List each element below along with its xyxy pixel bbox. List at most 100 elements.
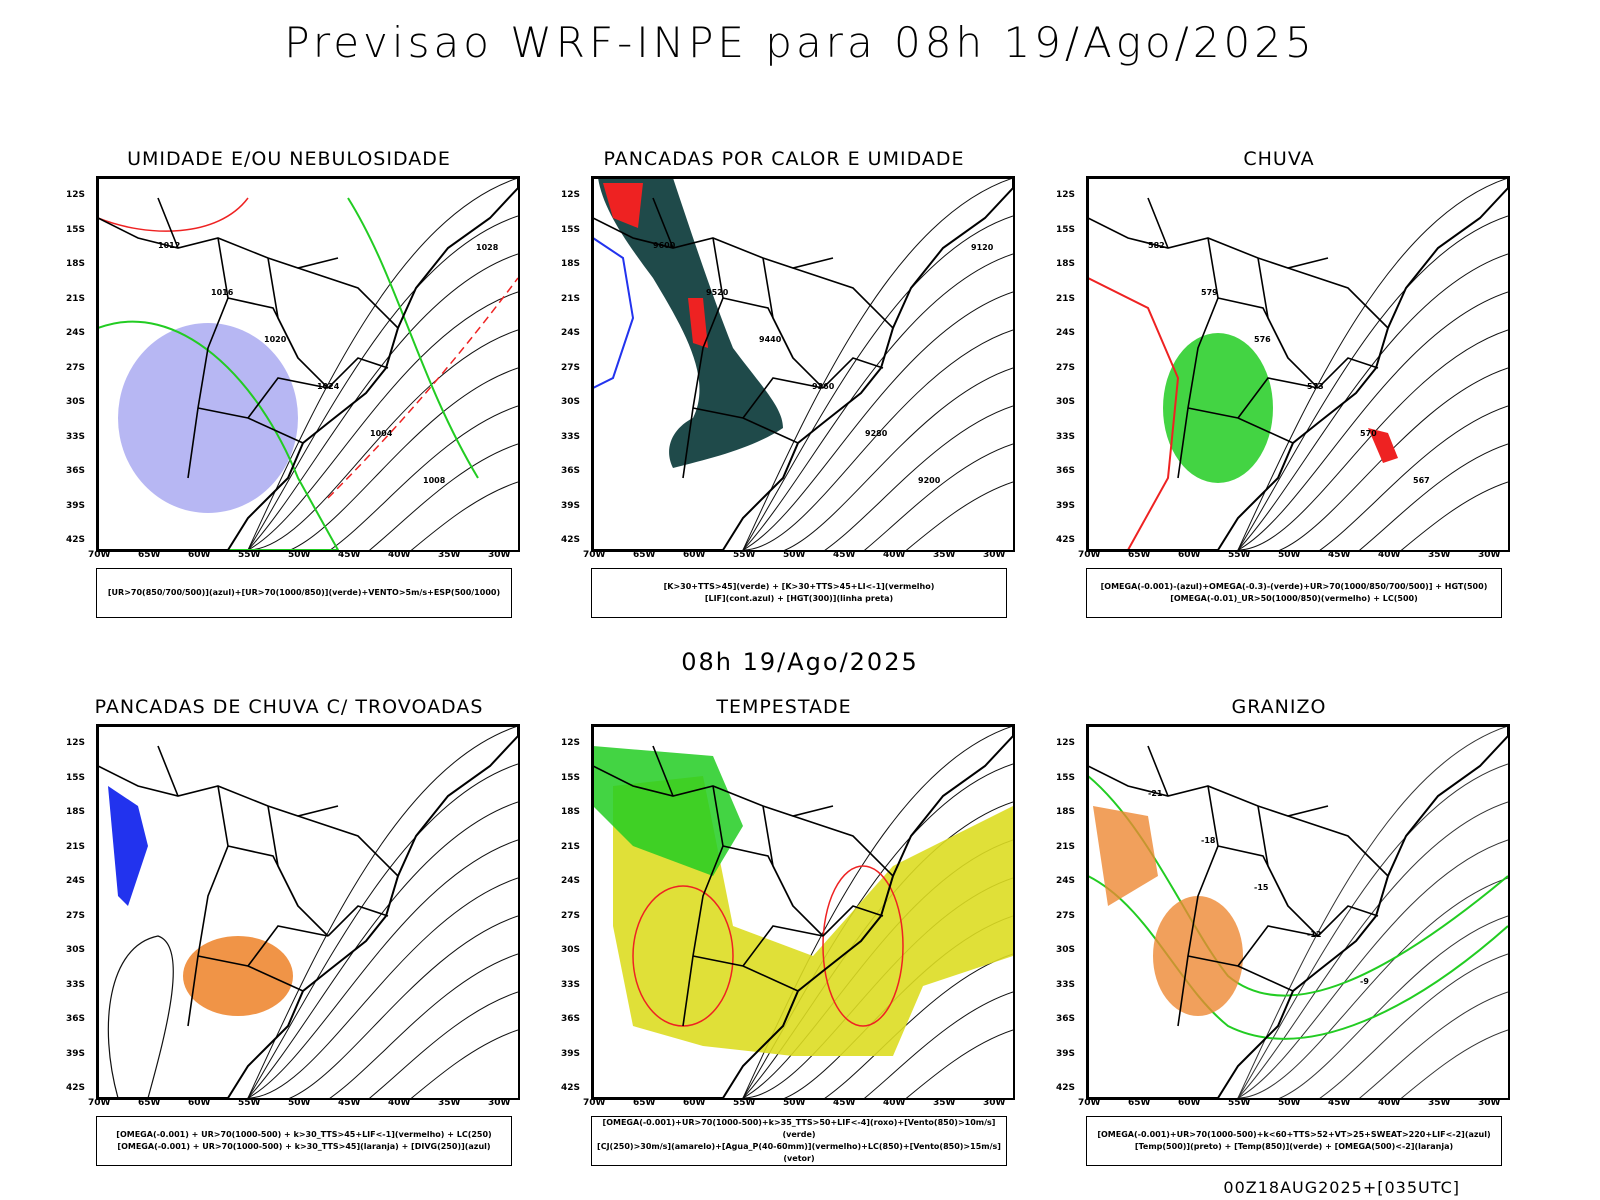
- panel-pancadas-calor: PANCADAS POR CALOR E UMIDADE 9600 9520 944…: [539, 148, 1029, 628]
- lat-tick-label: 12S: [66, 190, 86, 200]
- country-border: [227, 845, 299, 907]
- lon-tick-label: 60W: [1178, 1098, 1201, 1108]
- panel-title: UMIDADE E/OU NEBULOSIDADE: [127, 148, 451, 170]
- lon-tick-label: 40W: [388, 1098, 411, 1108]
- coastline: [1088, 178, 1508, 550]
- water-contour: [822, 865, 904, 1027]
- contour-value-label: -15: [1254, 883, 1269, 892]
- lon-tick-label: 70W: [583, 1098, 606, 1108]
- contour-line: [743, 367, 1013, 550]
- temp850-contour: [1088, 875, 1508, 1040]
- lon-tick-label: 55W: [733, 550, 756, 560]
- lat-tick-label: 36S: [1056, 466, 1076, 476]
- country-border: [722, 845, 794, 907]
- contour-line: [248, 991, 518, 1098]
- contour-line: [247, 178, 518, 550]
- panel-title: GRANIZO: [1231, 696, 1327, 718]
- contour-value-label: 9600: [653, 241, 676, 250]
- contour-line: [743, 443, 1013, 550]
- coastline: [593, 726, 1013, 1098]
- contour-value-label: 1016: [211, 288, 234, 297]
- lon-tick-label: 45W: [338, 1098, 361, 1108]
- country-border: [157, 197, 179, 249]
- legend-line: [OMEGA(-0.001) + UR>70(1000-500) + k>30_…: [116, 1130, 492, 1139]
- contour-line: [247, 801, 518, 1098]
- contour-line: [1237, 178, 1508, 550]
- lat-tick-label: 36S: [561, 1014, 581, 1024]
- lat-tick-label: 36S: [1056, 1014, 1076, 1024]
- lon-tick-label: 30W: [1478, 1098, 1501, 1108]
- country-border: [1257, 805, 1319, 937]
- contour-value-label: 1004: [370, 429, 393, 438]
- panel-chuva: CHUVA 582 579 576 573 570 567 [OMEGA(-0.001)-…: [1034, 148, 1524, 628]
- coastline: [98, 726, 518, 1098]
- contour-value-label: 576: [1254, 335, 1271, 344]
- lon-tick-label: 55W: [238, 550, 261, 560]
- lat-tick-label: 36S: [561, 466, 581, 476]
- country-border: [652, 745, 674, 797]
- omega-area: [1093, 806, 1158, 906]
- lon-tick-label: 30W: [488, 550, 511, 560]
- wind-area: [593, 746, 743, 876]
- contour-value-label: 1024: [317, 382, 340, 391]
- panel-title: CHUVA: [1243, 148, 1315, 170]
- map-canvas: [98, 726, 518, 1098]
- lon-tick-label: 70W: [1078, 1098, 1101, 1108]
- contour-value-label: 9280: [865, 429, 888, 438]
- country-border: [267, 805, 329, 937]
- contour-line: [247, 877, 518, 1098]
- contour-line: [1238, 443, 1508, 550]
- lat-tick-label: 42S: [66, 535, 86, 545]
- lat-tick-label: 39S: [66, 500, 86, 511]
- contour-value-label: 567: [1413, 476, 1430, 485]
- lat-tick-label: 15S: [66, 772, 86, 783]
- lat-tick-label: 42S: [1056, 535, 1076, 545]
- lon-tick-label: 50W: [288, 1098, 311, 1108]
- contour-line: [1238, 991, 1508, 1098]
- lat-tick-label: 18S: [561, 259, 581, 269]
- country-border: [247, 925, 329, 967]
- country-border: [297, 267, 399, 329]
- lon-tick-label: 55W: [1228, 550, 1251, 560]
- legend-box: [OMEGA(-0.001)+UR>70(1000-500)+k<60+TTS>…: [1086, 1116, 1502, 1166]
- lat-tick-label: 18S: [1056, 807, 1076, 817]
- coastline: [1088, 726, 1508, 1098]
- panel-granizo: GRANIZO -21 -18 -15 -12 -9 [OMEGA(-0.001)+UR…: [1034, 696, 1524, 1176]
- legend-box: [OMEGA(-0.001)+UR>70(1000-500)+k>35_TTS>…: [591, 1116, 1007, 1166]
- legend-line: [OMEGA(-0.001)-(azul)+OMEGA(-0.3)-(verde…: [1100, 582, 1488, 591]
- panel-tempestade: TEMPESTADE [OMEGA(-0.001)+UR>70(1000-500…: [539, 696, 1029, 1176]
- legend-line: [OMEGA(-0.001)+UR>70(1000-500)+k<60+TTS>…: [1097, 1130, 1491, 1139]
- country-border: [1177, 785, 1219, 1027]
- lon-tick-label: 60W: [188, 1098, 211, 1108]
- country-border: [722, 297, 794, 359]
- lat-tick-label: 21S: [1056, 293, 1076, 304]
- contour-line: [247, 291, 518, 550]
- lon-tick-label: 50W: [783, 550, 806, 560]
- country-border: [742, 377, 824, 419]
- lat-tick-label: 30S: [66, 397, 86, 407]
- lon-tick-label: 35W: [1428, 1098, 1451, 1108]
- contour-line: [1238, 953, 1508, 1098]
- contour-line: [247, 763, 518, 1098]
- lon-tick-label: 45W: [1328, 1098, 1351, 1108]
- contour-value-label: 579: [1201, 288, 1218, 297]
- lon-tick-label: 65W: [138, 1098, 161, 1108]
- contour-line: [1237, 839, 1508, 1098]
- country-border: [822, 357, 884, 389]
- country-border: [1237, 925, 1319, 967]
- lon-tick-label: 40W: [1378, 1098, 1401, 1108]
- country-border: [187, 237, 229, 479]
- omega-area: [1153, 896, 1243, 1016]
- lon-tick-label: 50W: [1278, 1098, 1301, 1108]
- country-border: [227, 297, 299, 359]
- streamline: [107, 935, 174, 1098]
- lat-tick-label: 21S: [66, 841, 86, 852]
- contour-line: [1238, 915, 1508, 1098]
- lon-tick-label: 65W: [633, 550, 656, 560]
- contour-line: [247, 253, 518, 550]
- lat-tick-label: 39S: [561, 500, 581, 511]
- map-canvas: -21 -18 -15 -12 -9: [1088, 726, 1508, 1098]
- storm-area-orange: [183, 936, 293, 1016]
- country-border: [327, 357, 389, 389]
- country-border: [157, 745, 179, 797]
